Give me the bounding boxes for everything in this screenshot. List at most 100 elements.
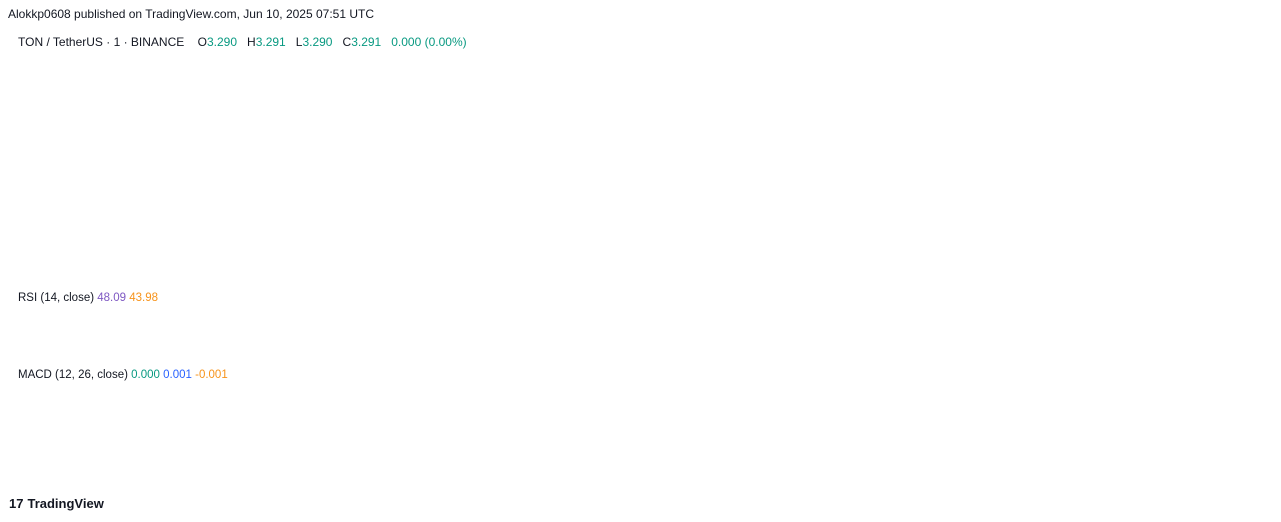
candle — [1132, 192, 1135, 199]
death-cross-arrow-3-head — [449, 398, 458, 408]
candle — [1099, 211, 1103, 219]
candle — [79, 153, 83, 171]
candle — [1103, 212, 1107, 220]
candle — [658, 194, 662, 203]
current-price-badge — [1218, 202, 1260, 234]
candle — [377, 71, 381, 83]
candle — [99, 93, 103, 108]
candle — [87, 125, 91, 143]
candle — [356, 98, 360, 113]
candle — [854, 209, 858, 220]
candle — [42, 166, 46, 181]
candle — [593, 191, 597, 199]
candle — [940, 242, 944, 254]
death-cross-label-5: Death Cross — [1074, 373, 1147, 388]
candle — [1021, 138, 1025, 145]
lightning-glyph — [1204, 263, 1211, 277]
candle — [262, 88, 266, 110]
downtrend-label: Downtrend — [420, 89, 472, 154]
candle — [944, 237, 948, 246]
candle — [768, 165, 772, 184]
lightning-icon[interactable] — [1197, 260, 1217, 280]
macd-line-text: -0.001 — [1222, 426, 1256, 440]
golden-cross-label-5: Golden Cross — [972, 436, 1052, 451]
candle — [267, 87, 271, 101]
current-price-text: 3.291 — [1224, 204, 1254, 218]
candle — [507, 162, 511, 170]
candle — [556, 160, 560, 167]
candle — [287, 95, 291, 110]
countdown-text: 00:38 — [1225, 220, 1253, 232]
rsi-ma-line — [9, 292, 1206, 349]
close-value: 3.291 — [351, 35, 382, 49]
candle — [976, 194, 980, 201]
uptrend-line-1 — [69, 88, 120, 184]
candle — [340, 136, 344, 146]
candle — [646, 185, 650, 197]
death-cross-arrow-1-head — [134, 391, 143, 401]
tradingview-brand[interactable]: 17 TradingView — [9, 496, 104, 511]
macd-signal-text: -0.001 — [1222, 443, 1256, 457]
rsi-legend: RSI (14, close) 48.09 43.98 — [18, 292, 158, 304]
candle — [385, 74, 389, 80]
candle — [552, 154, 556, 163]
candle — [393, 85, 397, 100]
candle — [1017, 141, 1021, 155]
time-tick: 06:30 — [988, 465, 1018, 479]
candle — [1083, 210, 1087, 215]
golden-cross-label-2: Golden Cross — [253, 431, 333, 446]
candle — [772, 154, 776, 169]
candle — [1111, 211, 1115, 218]
candle — [152, 78, 156, 87]
candle — [1164, 208, 1168, 218]
candle — [209, 130, 213, 141]
change-value: 0.000 (0.00%) — [391, 35, 467, 49]
candle — [487, 143, 491, 151]
breakdown-arrowhead — [490, 126, 499, 135]
candle — [981, 192, 985, 205]
candle — [124, 85, 128, 95]
candle — [197, 116, 201, 123]
death-cross-label-4: Death Cross — [851, 378, 924, 393]
support-zone-2 — [334, 132, 635, 143]
candle — [83, 139, 87, 155]
candle — [662, 197, 666, 205]
death-cross-arrow-2-head — [326, 397, 335, 407]
candle — [683, 197, 687, 207]
candle — [1156, 209, 1160, 212]
low-value: 3.290 — [302, 35, 333, 49]
candle — [369, 81, 373, 90]
candle — [699, 196, 703, 213]
candle — [50, 183, 54, 192]
price-tick: 3.330 — [1226, 67, 1256, 81]
candle — [834, 253, 838, 269]
symbol-legend: TON / TetherUS · 1 · BINANCE O3.290 H3.2… — [18, 35, 467, 49]
macd-axis-tick: 0.010 — [1226, 360, 1256, 374]
candle — [964, 206, 968, 220]
candle — [907, 233, 911, 253]
candle — [250, 124, 254, 140]
candle — [254, 122, 258, 132]
candle — [564, 174, 568, 181]
price-axis: 3.340 3.330 3.320 3.310 3.300 3.290 3.280 — [1226, 29, 1256, 274]
candle — [360, 98, 364, 103]
rsi-value-badge — [1218, 313, 1260, 330]
candle — [675, 200, 679, 213]
candle — [1078, 201, 1082, 215]
candle — [116, 83, 120, 93]
candle — [22, 147, 26, 157]
candle — [805, 160, 809, 174]
candle — [789, 119, 793, 135]
candle — [997, 181, 1001, 191]
candle — [332, 123, 336, 137]
candle — [75, 167, 79, 178]
candle — [670, 202, 674, 212]
candle — [899, 219, 903, 232]
candle — [181, 107, 185, 119]
candle — [887, 213, 891, 216]
candle — [295, 87, 299, 98]
uptrend-label-2: Uptrend — [986, 203, 1028, 253]
candle — [622, 185, 625, 197]
candle — [544, 155, 548, 161]
